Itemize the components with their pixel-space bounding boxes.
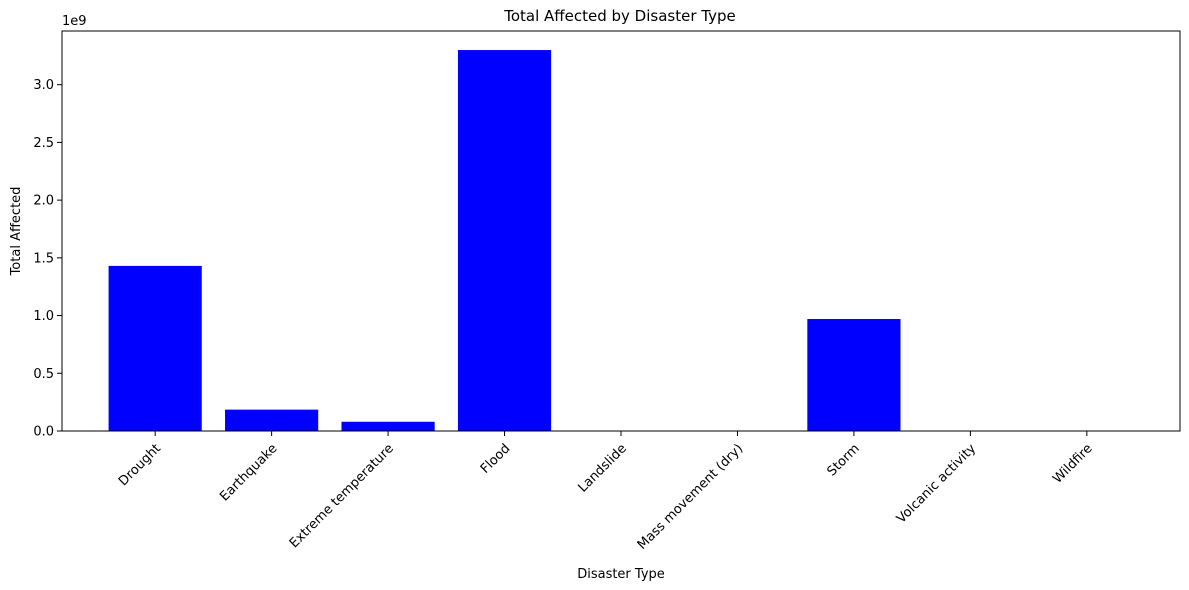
bar-drought [108,265,202,431]
x-tick-label: Extreme temperature [287,441,397,551]
y-tick-label: 2.5 [33,136,54,151]
bar-extreme-temperature [341,421,435,431]
bar-earthquake [225,409,319,431]
x-tick-label: Wildfire [1050,441,1095,486]
y-axis-title: Total Affected [9,187,24,277]
x-tick-label: Storm [824,441,862,479]
bar-storm [807,319,901,431]
x-tick-label: Flood [478,441,514,477]
x-tick-label: Drought [116,441,164,489]
y-axis-ticks: 0.0 0.5 1.0 1.5 2.0 2.5 3.0 [33,78,62,440]
bars-group [108,50,1134,432]
bar-flood [457,50,552,432]
x-tick-label: Earthquake [217,441,280,504]
x-tick-label: Mass movement (dry) [635,441,747,553]
y-tick-label: 1.5 [33,251,54,266]
chart-title: Total Affected by Disaster Type [503,7,735,25]
y-scale-label: 1e9 [62,14,87,29]
y-tick-label: 0.0 [33,425,54,440]
y-tick-label: 3.0 [33,78,54,93]
x-tick-label: Volcanic activity [894,441,980,527]
x-tick-label: Landslide [575,441,629,495]
y-tick-label: 2.0 [33,194,54,209]
x-axis-ticks: Drought Earthquake Extreme temperature Floo… [116,431,1096,553]
x-axis-title: Disaster Type [577,567,665,582]
y-tick-label: 0.5 [33,367,54,382]
y-tick-label: 1.0 [33,309,54,324]
plot-frame [61,30,1181,432]
